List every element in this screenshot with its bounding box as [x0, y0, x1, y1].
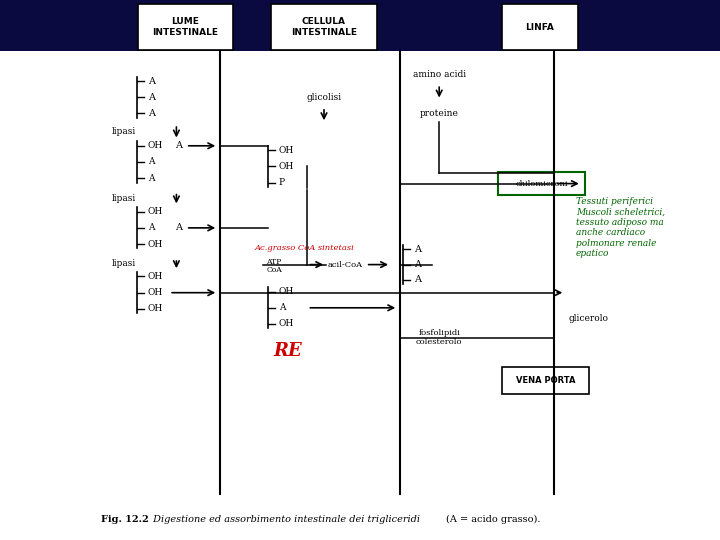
Text: OH: OH: [148, 141, 163, 150]
Text: A: A: [148, 174, 154, 183]
Text: A: A: [148, 158, 154, 166]
Text: proteine: proteine: [420, 109, 459, 118]
Text: OH: OH: [279, 320, 294, 328]
Text: fosfolipidi
colesterolo: fosfolipidi colesterolo: [416, 329, 462, 346]
Text: CELLULA
INTESTINALE: CELLULA INTESTINALE: [291, 17, 357, 37]
FancyBboxPatch shape: [138, 4, 233, 50]
Text: lipasi: lipasi: [112, 127, 136, 136]
Text: glicerolo: glicerolo: [569, 314, 609, 323]
Text: VENA PORTA: VENA PORTA: [516, 376, 575, 385]
Text: A: A: [414, 245, 421, 254]
Text: A: A: [279, 303, 285, 312]
Text: OH: OH: [148, 272, 163, 281]
Text: CoA: CoA: [266, 266, 282, 274]
Text: LUME
INTESTINALE: LUME INTESTINALE: [153, 17, 218, 37]
Text: ATP: ATP: [266, 258, 282, 266]
FancyBboxPatch shape: [502, 367, 589, 394]
Text: Tessuti periferici
Muscoli scheletrici,
tessuto adiposo ma
anche cardiaco
polmon: Tessuti periferici Muscoli scheletrici, …: [576, 197, 665, 258]
Bar: [0, 0, 720, 51]
Text: A: A: [414, 260, 421, 269]
Text: glicolisi: glicolisi: [307, 93, 341, 102]
FancyBboxPatch shape: [502, 4, 578, 50]
Text: OH: OH: [148, 288, 163, 297]
Text: OH: OH: [279, 146, 294, 154]
Text: A: A: [148, 224, 154, 232]
Text: A: A: [148, 93, 155, 102]
Text: LINFA: LINFA: [526, 23, 554, 31]
Text: P: P: [279, 178, 285, 187]
Text: OH: OH: [148, 240, 163, 248]
Text: OH: OH: [148, 305, 163, 313]
FancyBboxPatch shape: [271, 4, 377, 50]
Text: OH: OH: [279, 162, 294, 171]
Text: RE: RE: [274, 342, 302, 360]
Text: acil-CoA: acil-CoA: [328, 261, 363, 268]
Text: amino acidi: amino acidi: [413, 70, 466, 79]
Text: (A = acido grasso).: (A = acido grasso).: [446, 515, 541, 524]
Text: Ac.grasso CoA sintetasi: Ac.grasso CoA sintetasi: [255, 245, 354, 252]
Text: OH: OH: [279, 287, 294, 296]
Text: A: A: [175, 224, 182, 232]
Text: Fig. 12.2: Fig. 12.2: [101, 515, 148, 524]
Text: lipasi: lipasi: [112, 194, 136, 202]
Text: chilomicroni: chilomicroni: [516, 180, 568, 187]
Text: A: A: [175, 141, 182, 150]
Text: OH: OH: [148, 207, 163, 216]
Text: A: A: [414, 275, 421, 284]
FancyBboxPatch shape: [498, 172, 585, 195]
Text: Digestione ed assorbimento intestinale dei trigliceridi: Digestione ed assorbimento intestinale d…: [150, 515, 423, 524]
Text: lipasi: lipasi: [112, 259, 136, 268]
Text: A: A: [148, 109, 155, 118]
Text: A: A: [148, 77, 155, 85]
